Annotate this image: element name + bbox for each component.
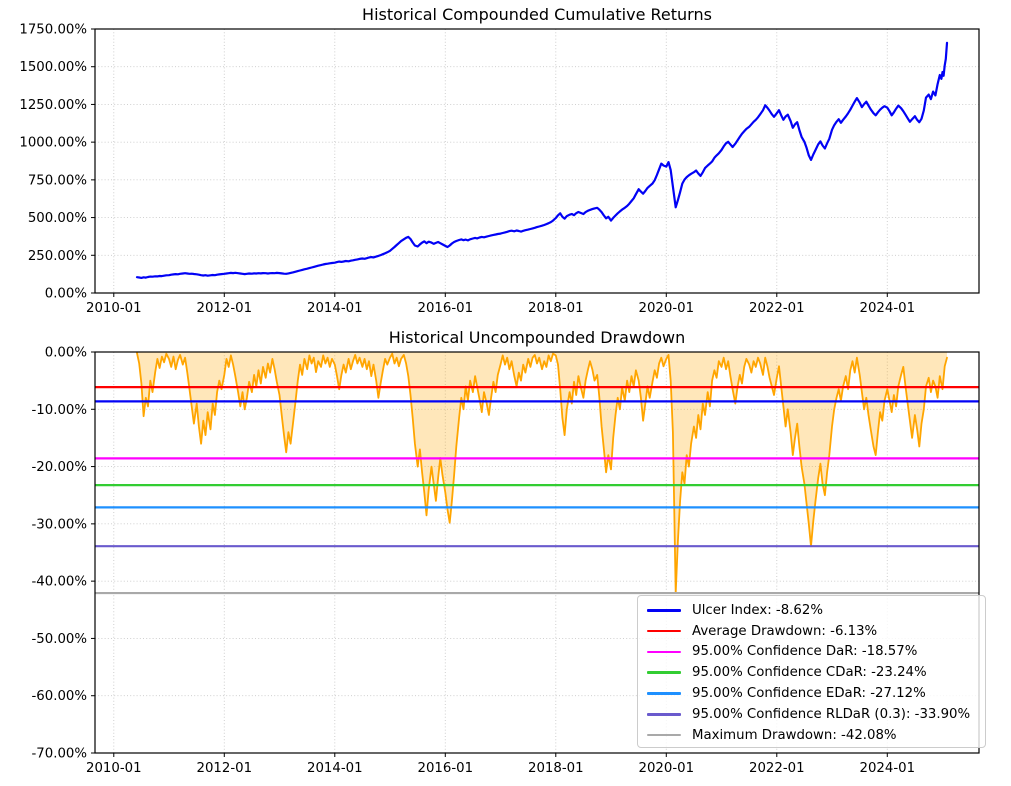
legend-item-confidence-dar: 95.00% Confidence DaR: -18.57% bbox=[647, 642, 985, 663]
x-tick-label: 2010-01 bbox=[86, 761, 142, 776]
x-tick-label: 2016-01 bbox=[418, 301, 474, 316]
x-tick-label: 2014-01 bbox=[307, 301, 363, 316]
x-tick-label: 2014-01 bbox=[307, 761, 363, 776]
legend-label: 95.00% Confidence CDaR: -23.24% bbox=[692, 665, 927, 681]
confidence-rldar-line-swatch bbox=[647, 713, 681, 716]
legend-label: Maximum Drawdown: -42.08% bbox=[692, 727, 897, 743]
y-tick-label: -30.00% bbox=[32, 517, 88, 532]
drawdown-series-line bbox=[136, 352, 948, 594]
legend-item-maximum-drawdown: Maximum Drawdown: -42.08% bbox=[647, 725, 985, 746]
x-tick-label: 2012-01 bbox=[197, 761, 253, 776]
cumulative-returns-plot: 2010-01 2012-01 2014-01 2016-01 2018-01 2020-… bbox=[19, 23, 980, 316]
confidence-cdar-line-swatch bbox=[647, 671, 681, 675]
confidence-edar-line-swatch bbox=[647, 692, 681, 695]
returns-chart-title: Historical Compounded Cumulative Returns bbox=[362, 5, 712, 24]
legend-item-average-drawdown: Average Drawdown: -6.13% bbox=[647, 621, 985, 642]
x-tick-label: 2022-01 bbox=[749, 301, 805, 316]
y-tick-label: -40.00% bbox=[32, 575, 88, 590]
legend-item-confidence-cdar: 95.00% Confidence CDaR: -23.24% bbox=[647, 662, 985, 683]
y-tick-label: 1250.00% bbox=[19, 98, 87, 113]
drawdown-chart-title: Historical Uncompounded Drawdown bbox=[388, 328, 686, 347]
drawdown-legend: Ulcer Index: -8.62% Average Drawdown: -6… bbox=[637, 595, 986, 748]
x-tick-label: 2020-01 bbox=[639, 761, 695, 776]
x-tick-label: 2018-01 bbox=[528, 761, 584, 776]
y-tick-label: -20.00% bbox=[32, 460, 88, 475]
legend-label: Average Drawdown: -6.13% bbox=[692, 623, 878, 639]
legend-item-ulcer-index: Ulcer Index: -8.62% bbox=[647, 600, 985, 621]
x-tick-label: 2018-01 bbox=[528, 301, 584, 316]
y-tick-label: 750.00% bbox=[28, 173, 87, 188]
y-tick-label: 1500.00% bbox=[19, 60, 87, 75]
axes-frame bbox=[94, 28, 980, 294]
y-tick-label: -60.00% bbox=[32, 689, 88, 704]
y-tick-label: -70.00% bbox=[32, 747, 88, 762]
y-tick-label: 500.00% bbox=[28, 211, 87, 226]
x-tick-label: 2024-01 bbox=[860, 761, 916, 776]
legend-item-confidence-rldar: 95.00% Confidence RLDaR (0.3): -33.90% bbox=[647, 704, 985, 725]
y-tick-label: -10.00% bbox=[32, 403, 88, 418]
y-tick-label: 1000.00% bbox=[19, 136, 87, 151]
axes-frame bbox=[94, 351, 980, 754]
y-tick-label: 0.00% bbox=[45, 346, 87, 361]
legend-label: Ulcer Index: -8.62% bbox=[692, 602, 823, 618]
legend-label: 95.00% Confidence DaR: -18.57% bbox=[692, 644, 918, 660]
y-tick-label: 1750.00% bbox=[19, 23, 87, 38]
y-tick-label: -50.00% bbox=[32, 632, 88, 647]
x-tick-label: 2016-01 bbox=[418, 761, 474, 776]
legend-label: 95.00% Confidence RLDaR (0.3): -33.90% bbox=[692, 706, 971, 722]
x-tick-label: 2020-01 bbox=[639, 301, 695, 316]
drawdown-area-fill bbox=[137, 352, 947, 594]
x-tick-label: 2010-01 bbox=[86, 301, 142, 316]
cumulative-return-series-line bbox=[135, 41, 949, 279]
y-tick-label: 0.00% bbox=[45, 287, 87, 302]
maximum-drawdown-line-swatch bbox=[647, 733, 681, 737]
x-tick-label: 2012-01 bbox=[197, 301, 253, 316]
legend-item-confidence-edar: 95.00% Confidence EDaR: -27.12% bbox=[647, 683, 985, 704]
y-tick-label: 250.00% bbox=[28, 249, 87, 264]
x-tick-label: 2022-01 bbox=[749, 761, 805, 776]
drawdown-plot: 2010-01 2012-01 2014-01 2016-01 2018-01 2020-… bbox=[32, 346, 980, 776]
confidence-dar-line-swatch bbox=[647, 650, 681, 654]
x-tick-label: 2024-01 bbox=[860, 301, 916, 316]
average-drawdown-line-swatch bbox=[647, 629, 681, 633]
legend-label: 95.00% Confidence EDaR: -27.12% bbox=[692, 686, 926, 702]
ulcer-index-line-swatch bbox=[647, 609, 681, 612]
